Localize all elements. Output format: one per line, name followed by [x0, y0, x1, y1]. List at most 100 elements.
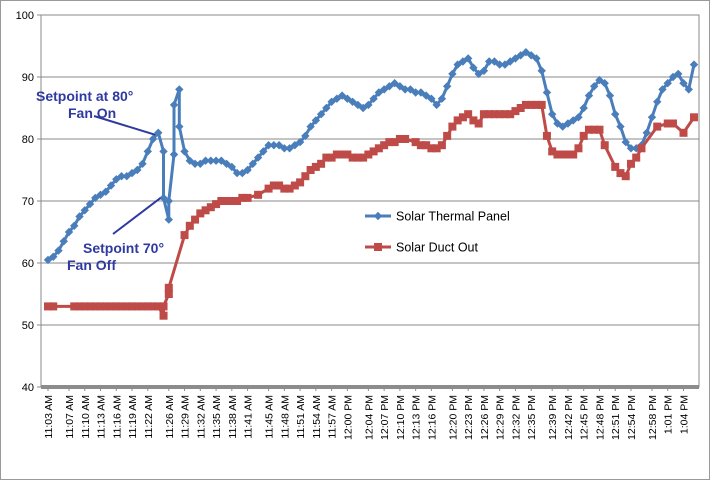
series-1-point-62: [395, 135, 404, 143]
series-0-point-78: [432, 100, 441, 110]
series-1-point-23: [180, 231, 189, 240]
x-tick-label-17: 11:57 AM: [327, 395, 339, 439]
series-0-point-18: [138, 159, 147, 168]
series-0-point-123: [668, 72, 678, 82]
series-0-point-110: [600, 79, 609, 88]
series-0-point-118: [642, 128, 651, 137]
legend-label-1: Solar Duct Out: [396, 241, 479, 255]
series-1-point-101: [611, 162, 620, 171]
series-0-point-88: [484, 57, 494, 66]
series-0-point-42: [243, 165, 252, 175]
series-1-point-100: [600, 141, 609, 150]
series-0-point-17: [133, 165, 142, 175]
series-1-point-30: [217, 197, 226, 205]
series-0-point-120: [653, 97, 662, 106]
series-1-point-7: [96, 302, 105, 311]
series-1-point-19: [159, 311, 168, 320]
x-tick-label-20: 12:07 PM: [379, 395, 391, 440]
series-1-point-67: [427, 144, 436, 153]
series-1-point-54: [353, 153, 362, 162]
series-0-point-27: [169, 100, 179, 110]
series-1-point-57: [369, 147, 378, 156]
series-1-point-18: [154, 302, 163, 311]
series-1-point-34: [238, 193, 247, 202]
series-1-point-94: [569, 150, 578, 159]
x-tick-label-29: 12:35 PM: [526, 395, 538, 440]
series-0-point-11: [101, 187, 110, 196]
series-0-point-1: [49, 252, 58, 261]
series-0-point-6: [75, 212, 84, 221]
series-0-point-29: [175, 122, 184, 131]
series-1-point-8: [101, 302, 110, 311]
series-0-point-90: [495, 60, 504, 69]
series-1-point-39: [275, 181, 284, 190]
series-1-point-25: [191, 215, 200, 224]
series-1-point-79: [490, 110, 499, 119]
series-1-point-27: [201, 206, 210, 215]
series-1-point-46: [311, 162, 320, 171]
series-1-point-11: [117, 302, 126, 311]
annotation-0-arrow: [93, 115, 156, 136]
x-tick-label-0: 11:03 AM: [43, 395, 55, 439]
series-0-point-20: [148, 134, 158, 144]
x-tick-label-10: 11:35 AM: [211, 395, 223, 439]
series-1-point-47: [317, 159, 326, 168]
series-1-point-72: [453, 116, 462, 125]
x-tick-label-13: 11:45 AM: [264, 395, 276, 439]
x-tick-label-2: 11:10 AM: [80, 395, 92, 439]
series-0-point-32: [190, 159, 200, 168]
series-0-point-61: [343, 94, 352, 103]
y-tick-label-60: 60: [22, 258, 34, 270]
x-tick-label-32: 12:45 PM: [579, 395, 591, 440]
x-tick-label-33: 12:48 PM: [594, 395, 606, 440]
series-1-point-102: [616, 169, 625, 178]
series-1-point-64: [411, 138, 420, 147]
series-1-point-50: [332, 150, 341, 159]
series-1-point-76: [474, 119, 483, 128]
x-tick-label-26: 12:26 PM: [479, 395, 491, 440]
series-1-point-82: [506, 110, 515, 119]
series-0-point-108: [590, 82, 599, 91]
x-tick-label-7: 11:26 AM: [164, 395, 176, 439]
series-0-point-105: [574, 113, 583, 122]
series-0-point-26: [169, 150, 179, 159]
series-0-point-119: [647, 113, 657, 122]
series-1-point-14: [133, 302, 142, 311]
x-tick-label-5: 11:19 AM: [127, 395, 139, 439]
y-tick-label-90: 90: [22, 72, 34, 84]
series-0-point-72: [400, 85, 410, 94]
series-1-point-36: [254, 190, 263, 199]
series-1-point-96: [579, 131, 588, 140]
series-1-point-71: [448, 122, 457, 131]
x-tick-label-14: 11:48 AM: [279, 395, 291, 439]
series-0-point-45: [259, 147, 268, 156]
series-0-point-109: [595, 75, 604, 85]
series-1-point-80: [495, 110, 504, 119]
series-1-point-60: [385, 138, 394, 147]
series-0-point-77: [427, 94, 436, 103]
series-1-point-53: [348, 153, 357, 162]
series-1-point-51: [338, 150, 347, 159]
series-1-point-33: [233, 197, 242, 205]
series-1-point-2: [70, 302, 79, 311]
annotation-1-line-0: Setpoint 70°: [83, 240, 164, 256]
series-1-point-55: [359, 153, 368, 162]
series-1-point-28: [206, 203, 215, 212]
series-0-point-86: [474, 69, 483, 79]
series-0-point-8: [85, 199, 95, 209]
annotation-1-line-1: Fan Off: [67, 257, 116, 273]
series-0-point-99: [542, 88, 552, 97]
series-1-point-91: [553, 150, 562, 159]
x-tick-label-12: 11:41 AM: [243, 395, 255, 439]
series-0-point-3: [59, 237, 68, 246]
y-tick-label-70: 70: [22, 196, 34, 208]
x-tick-label-28: 12:32 PM: [510, 395, 522, 440]
series-1-point-3: [75, 302, 84, 311]
x-tick-label-36: 12:58 PM: [647, 395, 659, 440]
x-tick-label-37: 1:01 PM: [663, 395, 675, 434]
series-1-point-6: [91, 302, 100, 311]
series-1-point-12: [122, 302, 131, 311]
series-0-point-57: [322, 103, 331, 113]
series-0-point-79: [437, 94, 447, 103]
series-1-point-105: [632, 153, 641, 162]
